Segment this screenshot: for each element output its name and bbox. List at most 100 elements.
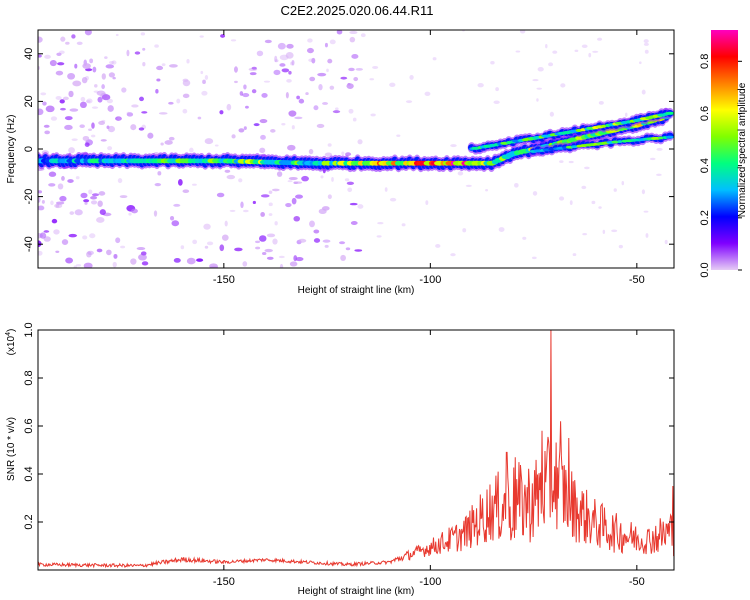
- noise-speckle: [645, 233, 649, 238]
- noise-speckle: [140, 32, 146, 36]
- noise-speckle: [107, 125, 116, 133]
- noise-speckle: [39, 232, 47, 239]
- noise-speckle: [322, 239, 331, 243]
- noise-speckle: [335, 107, 339, 111]
- noise-speckle: [216, 192, 225, 198]
- noise-speckle: [82, 63, 91, 69]
- noise-speckle: [424, 91, 431, 97]
- noise-speckle: [332, 110, 341, 114]
- noise-speckle: [259, 118, 268, 124]
- noise-speckle: [82, 135, 90, 141]
- noise-speckle: [664, 239, 668, 245]
- noise-speckle: [38, 205, 45, 211]
- upper-branch-core: [665, 111, 674, 115]
- snr-y-ticks: 0.2 0.4 0.6 0.8 1.0: [23, 322, 674, 530]
- noise-speckle: [226, 174, 236, 180]
- noise-speckle: [260, 212, 265, 217]
- noise-speckle: [519, 30, 526, 34]
- spectrogram-marks: [38, 30, 674, 268]
- noise-speckle: [126, 49, 130, 57]
- noise-speckle: [261, 93, 268, 98]
- lower-branch-core: [570, 145, 579, 149]
- noise-speckle: [548, 62, 554, 67]
- noise-speckle: [84, 30, 92, 36]
- noise-speckle: [96, 90, 106, 96]
- noise-speckle: [48, 171, 57, 177]
- noise-speckle: [130, 258, 137, 265]
- noise-speckle: [203, 223, 211, 230]
- noise-speckle: [559, 160, 564, 164]
- noise-speckle: [84, 142, 90, 147]
- snr-multiplier-exponent: 4: [5, 332, 12, 336]
- noise-speckle: [84, 75, 90, 81]
- colorbar-tick-label: 0.8: [699, 54, 711, 69]
- noise-speckle: [351, 54, 359, 59]
- noise-speckle: [126, 111, 130, 116]
- noise-speckle: [308, 148, 314, 155]
- noise-speckle: [355, 67, 363, 71]
- noise-speckle: [80, 96, 86, 102]
- noise-speckle: [186, 257, 196, 265]
- noise-speckle: [536, 98, 539, 102]
- noise-speckle: [313, 229, 320, 234]
- snr-x-tick-label: -50: [629, 576, 645, 588]
- noise-speckle: [130, 124, 137, 131]
- noise-speckle: [68, 233, 78, 238]
- noise-speckle: [611, 229, 618, 233]
- noise-speckle: [321, 206, 330, 211]
- noise-speckle: [259, 235, 267, 242]
- noise-speckle: [348, 108, 354, 114]
- noise-speckle: [72, 80, 82, 87]
- noise-speckle: [75, 264, 82, 267]
- noise-speckle: [252, 200, 256, 205]
- colorbar-tick-label: 0.0: [699, 262, 711, 277]
- noise-speckle: [568, 160, 574, 164]
- spectrogram-x-tick-label: -100: [419, 274, 441, 286]
- noise-speckle: [111, 60, 117, 65]
- noise-speckle: [157, 171, 162, 176]
- noise-speckle: [370, 113, 376, 117]
- noise-speckle: [224, 169, 231, 173]
- noise-speckle: [255, 240, 261, 244]
- noise-speckle: [272, 238, 278, 245]
- noise-speckle: [154, 44, 159, 48]
- noise-speckle: [495, 87, 499, 92]
- noise-speckle: [182, 79, 191, 87]
- noise-speckle: [138, 127, 145, 131]
- noise-speckle: [161, 63, 166, 67]
- noise-speckle: [259, 147, 266, 154]
- noise-speckle: [340, 76, 348, 80]
- noise-speckle: [289, 261, 298, 267]
- noise-speckle: [262, 251, 267, 256]
- noise-speckle: [301, 175, 309, 182]
- noise-speckle: [192, 183, 197, 186]
- colorbar-tick-label: 0.4: [699, 158, 711, 173]
- noise-speckle: [295, 194, 303, 199]
- noise-speckle: [251, 66, 257, 70]
- noise-speckle: [219, 244, 225, 252]
- noise-speckle: [353, 76, 359, 82]
- spectrogram-x-tick-label: -50: [629, 274, 645, 286]
- snr-y-tick-label: 1.0: [23, 322, 35, 337]
- noise-speckle: [266, 233, 276, 238]
- noise-speckle: [641, 189, 646, 195]
- noise-speckle: [465, 184, 472, 187]
- colorbar-gradient: [711, 30, 738, 270]
- noise-speckle: [602, 229, 606, 234]
- noise-speckle: [285, 52, 294, 59]
- colorbar-tick-label: 0.6: [699, 106, 711, 121]
- noise-speckle: [130, 208, 138, 214]
- noise-speckle: [485, 189, 489, 192]
- colorbar-ticks: 0.0 0.2 0.4 0.6 0.8: [699, 54, 742, 278]
- noise-speckle: [320, 175, 324, 179]
- noise-speckle: [336, 30, 343, 35]
- noise-speckle: [48, 183, 56, 187]
- noise-speckle: [572, 253, 577, 257]
- noise-speckle: [67, 72, 76, 80]
- noise-speckle: [286, 78, 292, 83]
- noise-speckle: [249, 72, 257, 76]
- snr-x-axis-title: Height of straight line (km): [298, 586, 415, 597]
- noise-speckle: [285, 91, 289, 99]
- noise-speckle: [154, 182, 162, 187]
- noise-speckle: [316, 123, 325, 129]
